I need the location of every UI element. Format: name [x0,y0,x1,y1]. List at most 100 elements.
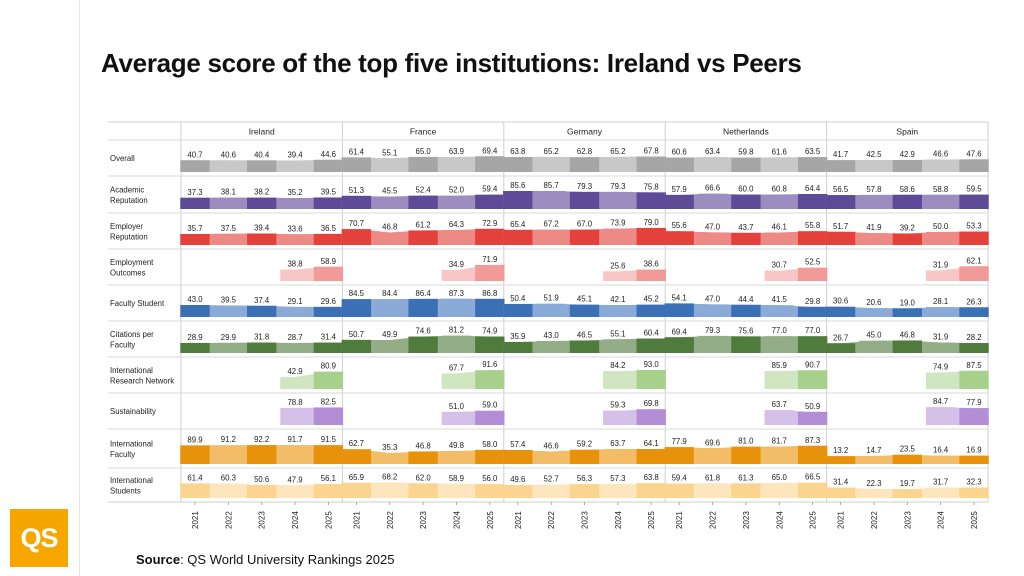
value-label: 79.3 [610,182,625,191]
year-band [731,483,761,498]
value-label: 67.8 [644,147,659,156]
value-label: 53.3 [966,222,981,231]
value-label: 42.1 [610,295,625,304]
value-label: 46.8 [416,441,431,450]
year-band [569,304,600,317]
year-band [959,408,989,425]
value-label: 42.9 [900,150,915,159]
value-label: 69.6 [705,438,720,447]
year-band [797,411,828,425]
year-band [764,232,794,245]
value-label: 38.2 [254,188,269,197]
value-label: 47.6 [966,149,981,158]
year-band [341,482,372,498]
value-label: 64.4 [805,184,821,193]
value-label: 26.7 [833,333,848,342]
value-label: 29.9 [221,333,236,342]
year-band [603,449,633,464]
value-label: 63.9 [449,147,464,156]
year-band [925,342,956,353]
value-label: 86.8 [482,289,497,298]
value-label: 60.0 [738,185,754,194]
year-band [697,304,728,317]
source-label: Source [136,552,181,567]
value-label: 35.3 [382,443,397,452]
year-band [213,197,244,209]
value-label: 55.6 [672,221,687,230]
year-tick-label: 2022 [224,511,233,529]
value-label: 67.0 [577,220,593,229]
value-label: 34.9 [449,260,464,269]
year-band [764,270,794,281]
year-tick-label: 2025 [486,511,495,529]
value-label: 45.1 [577,295,592,304]
value-label: 61.4 [187,473,203,482]
value-label: 91.6 [482,360,497,369]
year-band [603,191,633,209]
year-tick-label: 2024 [775,511,784,529]
year-band [375,299,405,317]
year-band [475,228,505,245]
value-label: 42.5 [866,150,882,159]
value-label: 64.1 [644,439,659,448]
value-label: 59.4 [672,474,688,483]
year-tick-label: 2021 [837,511,846,529]
year-band [313,266,344,281]
year-band [213,483,244,498]
value-label: 31.4 [321,333,337,342]
year-tick-label: 2023 [419,511,428,529]
value-label: 49.8 [449,441,464,450]
year-band [764,370,794,389]
year-band [341,299,372,317]
value-label: 92.2 [254,435,269,444]
year-band [503,157,533,172]
year-band [959,159,989,172]
year-band [603,371,633,389]
country-header: Ireland [249,127,275,137]
year-band [697,335,728,353]
year-band [475,298,505,317]
year-tick-label: 2024 [452,511,461,529]
value-label: 46.1 [772,223,787,232]
value-label: 43.0 [187,295,203,304]
year-band [797,267,828,281]
value-label: 74.9 [482,327,497,336]
value-label: 46.5 [577,330,593,339]
year-band [959,370,989,389]
year-band [764,305,794,317]
value-label: 77.0 [772,326,788,335]
year-band [280,376,310,389]
value-label: 62.1 [966,256,981,265]
year-band [825,487,856,498]
year-band [603,305,633,317]
value-label: 63.8 [644,473,659,482]
year-band [375,196,405,209]
value-label: 61.6 [772,147,787,156]
year-tick-label: 2024 [937,511,946,529]
year-band [280,160,310,172]
year-band [636,304,666,317]
value-label: 19.0 [900,298,916,307]
year-band [797,482,828,498]
year-band [925,307,956,317]
value-label: 77.9 [672,437,687,446]
year-band [636,269,666,281]
page-title: Average score of the top five institutio… [101,48,802,78]
value-label: 69.4 [672,327,688,336]
value-label: 41.5 [772,295,788,304]
year-band [441,335,472,353]
year-band [536,451,566,464]
value-label: 57.4 [510,440,526,449]
value-label: 87.5 [966,361,982,370]
value-label: 50.9 [805,402,820,411]
value-label: 87.3 [449,289,464,298]
year-band [247,160,277,172]
year-band [536,484,566,498]
year-band [280,234,310,245]
year-band [213,342,244,353]
value-label: 82.5 [321,397,337,406]
year-band [475,410,505,425]
year-band [925,372,956,389]
year-band [475,264,505,281]
value-label: 91.5 [321,435,337,444]
